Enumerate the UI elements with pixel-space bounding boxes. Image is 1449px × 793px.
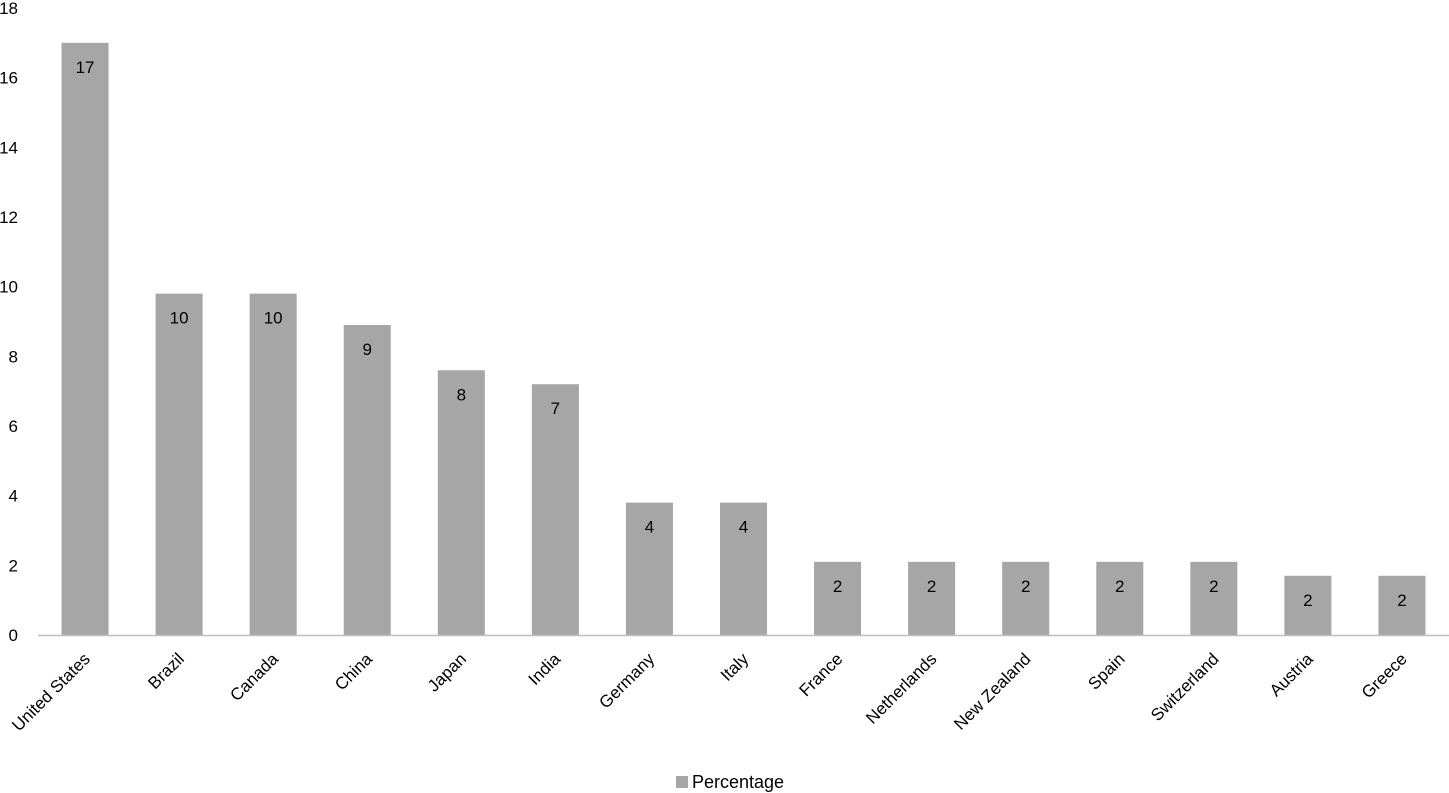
bar — [249, 293, 297, 635]
y-tick-label: 2 — [9, 556, 18, 575]
y-tick-label: 18 — [0, 0, 18, 18]
y-tick-label: 4 — [9, 487, 18, 506]
x-category-label: Austria — [1266, 649, 1317, 700]
x-axis-labels: United States Brazil Canada China Japan India… — [8, 649, 1411, 735]
bar — [343, 324, 391, 635]
bar-data-label: 10 — [264, 309, 283, 328]
bar — [814, 561, 862, 635]
x-category-label: Brazil — [144, 649, 187, 692]
bar — [437, 370, 485, 635]
bar — [61, 42, 109, 636]
x-category-label: Canada — [226, 649, 282, 705]
bar — [625, 502, 673, 635]
bar — [908, 561, 956, 635]
bar-data-label: 2 — [1303, 591, 1312, 610]
bar-data-label: 17 — [76, 58, 95, 77]
y-tick-label: 0 — [9, 626, 18, 645]
bar-data-label: 2 — [833, 577, 842, 596]
bar-data-label: 2 — [1397, 591, 1406, 610]
x-category-label: France — [796, 649, 847, 700]
bar-data-label: 9 — [362, 340, 371, 359]
y-tick-label: 6 — [9, 417, 18, 436]
x-category-label: Switzerland — [1147, 649, 1223, 725]
x-category-label: Spain — [1084, 649, 1128, 693]
bar-data-label: 8 — [457, 385, 466, 404]
x-category-label: Greece — [1358, 649, 1411, 702]
x-category-label: India — [525, 649, 565, 689]
bar — [1190, 561, 1238, 635]
y-tick-label: 12 — [0, 208, 18, 227]
x-category-label: Japan — [424, 649, 470, 695]
data-labels: 17 10 10 9 8 7 4 4 2 2 2 2 2 2 2 — [76, 58, 1407, 610]
y-tick-label: 16 — [0, 69, 18, 88]
bar — [1096, 561, 1144, 635]
bar-data-label: 2 — [1115, 577, 1124, 596]
bar — [155, 293, 203, 635]
bar-data-label: 4 — [739, 518, 748, 537]
x-category-label: New Zealand — [950, 649, 1034, 733]
y-tick-label: 14 — [0, 138, 18, 157]
bars — [61, 42, 1426, 636]
x-category-label: China — [331, 649, 376, 694]
legend-swatch — [676, 776, 688, 788]
legend: Percentage — [676, 772, 784, 792]
bar-data-label: 2 — [927, 577, 936, 596]
bar — [1378, 575, 1426, 635]
bar-data-label: 2 — [1209, 577, 1218, 596]
y-tick-label: 10 — [0, 278, 18, 297]
bar-data-label: 2 — [1021, 577, 1030, 596]
bar — [1002, 561, 1050, 635]
y-tick-label: 8 — [9, 347, 18, 366]
x-category-label: Italy — [717, 649, 753, 685]
bar — [719, 502, 768, 635]
legend-label: Percentage — [692, 772, 784, 792]
bar-data-label: 7 — [551, 399, 560, 418]
x-category-label: Germany — [595, 649, 658, 712]
bar — [1284, 575, 1332, 635]
x-category-label: United States — [8, 649, 94, 735]
bar — [531, 384, 579, 635]
y-axis-ticks: 0 2 4 6 8 10 12 14 16 18 — [0, 0, 18, 645]
bar-data-label: 4 — [645, 518, 654, 537]
bar-data-label: 10 — [170, 309, 189, 328]
x-category-label: Netherlands — [862, 649, 940, 727]
